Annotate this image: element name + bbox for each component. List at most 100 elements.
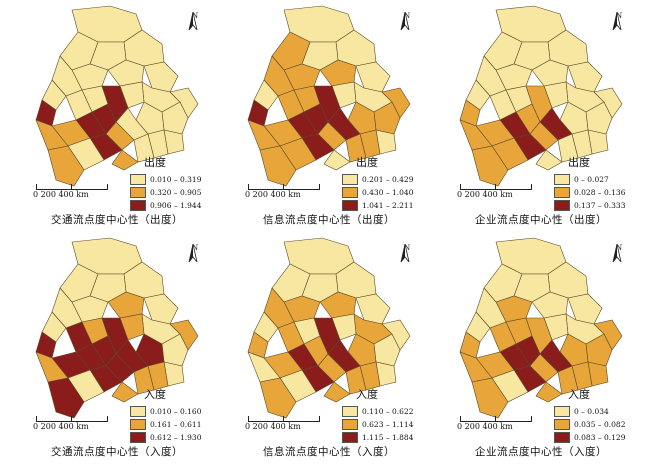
map-region [259,377,297,419]
legend-swatch-high [554,199,570,211]
map-region [557,365,579,395]
map-svg [35,5,199,187]
legend-label: 0.028 – 0.136 [574,187,626,197]
scale-bar-tick [71,184,72,189]
legend-row: 0.161 – 0.611 [130,418,230,430]
legend: 入度 0.110 – 0.622 0.623 – 1.114 1.115 – 1… [342,386,442,444]
map-region [133,365,155,395]
legend-swatch-low [554,405,570,417]
north-label: N [615,12,623,20]
legend-label: 1.115 – 1.884 [362,432,414,442]
legend-row: 0.612 – 1.930 [130,431,230,443]
legend-label: 0.201 – 0.429 [362,174,414,184]
map-region [47,145,85,187]
map-region [471,145,509,187]
north-arrow: N [612,12,626,30]
scale-bar: 0 200 400 km [245,416,344,432]
legend-swatch-high [130,431,146,443]
map-region [531,59,569,87]
legend-swatch-high [130,199,146,211]
legend-row: 0 – 0.027 [554,173,650,185]
legend-label: 0.612 – 1.930 [150,432,202,442]
legend-swatch-low [130,173,146,185]
legend-title: 入度 [568,388,590,401]
legend-swatch-high [342,431,358,443]
legend-title: 出度 [144,156,166,169]
legend-row: 0.137 – 0.333 [554,199,650,211]
map-region [319,59,357,87]
scale-label: 0 200 400 km [245,190,301,199]
map-region [381,87,411,119]
map-region [143,61,179,93]
map-panel: N 0 200 400 km 入度 0.110 – 0.622 0.623 – … [224,236,434,464]
north-arrow-icon [400,244,410,262]
legend-label: 0.110 – 0.622 [362,406,414,416]
legend-title: 入度 [144,388,166,401]
legend: 出度 0 – 0.027 0.028 – 0.136 0.137 – 0.333 [554,154,650,212]
legend-swatch-mid [342,418,358,430]
map-panel: N 0 200 400 km 出度 0.010 – 0.319 0.320 – … [12,4,222,232]
map-region [381,319,411,351]
legend-title: 出度 [356,156,378,169]
legend-label: 0.906 – 1.944 [150,200,202,210]
legend-label: 0.035 – 0.082 [574,419,626,429]
map-region [557,133,579,163]
legend-row: 0.028 – 0.136 [554,186,650,198]
legend: 出度 0.201 – 0.429 0.430 – 1.040 1.041 – 2… [342,154,442,212]
map-region [111,381,139,403]
north-arrow-icon [188,244,198,262]
map-region [345,365,367,395]
legend-row: 0 – 0.034 [554,405,650,417]
legend-swatch-mid [342,186,358,198]
map-region [107,59,145,87]
legend-swatch-high [342,199,358,211]
north-arrow-icon [188,12,198,30]
legend-label: 0.137 – 0.333 [574,200,626,210]
scale-bar-tick [71,416,72,421]
map-region [593,87,623,119]
legend-swatch-low [342,405,358,417]
north-label: N [615,244,623,252]
panel-caption: 企业流点度中心性（出度） [475,214,607,226]
legend-row: 0.010 – 0.160 [130,405,230,417]
scale-bar-tick [283,416,284,421]
map-region [319,291,357,319]
legend-title: 出度 [568,156,590,169]
map-region [323,381,351,403]
legend-label: 0.320 – 0.905 [150,187,202,197]
legend-label: 0.010 – 0.319 [150,174,202,184]
scale-bar-tick [495,416,496,421]
panel-caption: 信息流点度中心性（出度） [263,214,395,226]
scale-bar: 0 200 400 km [33,416,132,432]
scale-bar-line [248,416,320,422]
map-region [169,319,199,351]
map-region [169,87,199,119]
legend-row: 1.115 – 1.884 [342,431,442,443]
map-region [593,319,623,351]
map-region [133,133,155,163]
scale-bar-line [460,184,532,190]
scale-bar-line [36,416,108,422]
scale-label: 0 200 400 km [33,190,89,199]
legend-label: 0 – 0.034 [574,406,609,416]
scale-label: 0 200 400 km [457,190,513,199]
legend-label: 0.623 – 1.114 [362,419,414,429]
panel-caption: 企业流点度中心性（入度） [475,446,607,458]
north-label: N [191,244,199,252]
north-label: N [403,244,411,252]
map-region [47,377,85,419]
legend-label: 0.430 – 1.040 [362,187,414,197]
north-label: N [403,12,411,20]
legend-swatch-low [554,173,570,185]
north-arrow: N [400,12,414,30]
map-region [107,291,145,319]
scale-label: 0 200 400 km [457,422,513,431]
legend-row: 0.430 – 1.040 [342,186,442,198]
legend-row: 0.035 – 0.082 [554,418,650,430]
legend-label: 1.041 – 2.211 [362,200,414,210]
north-arrow: N [188,12,202,30]
legend-label: 0 – 0.027 [574,174,609,184]
map-region [259,145,297,187]
scale-label: 0 200 400 km [245,422,301,431]
scale-bar-tick [283,184,284,189]
